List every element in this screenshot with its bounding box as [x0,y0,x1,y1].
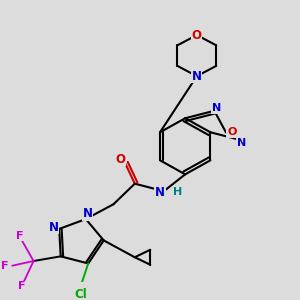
Text: H: H [173,187,182,197]
Text: F: F [18,281,26,291]
Text: N: N [155,186,165,199]
Text: N: N [83,207,93,220]
Text: F: F [1,261,8,271]
Text: O: O [115,153,125,166]
Text: N: N [212,103,221,113]
Text: N: N [192,70,202,83]
Text: N: N [237,137,246,148]
Text: O: O [192,28,202,41]
Text: Cl: Cl [74,288,87,300]
Text: O: O [227,127,236,137]
Text: N: N [48,220,59,233]
Text: F: F [16,231,24,241]
